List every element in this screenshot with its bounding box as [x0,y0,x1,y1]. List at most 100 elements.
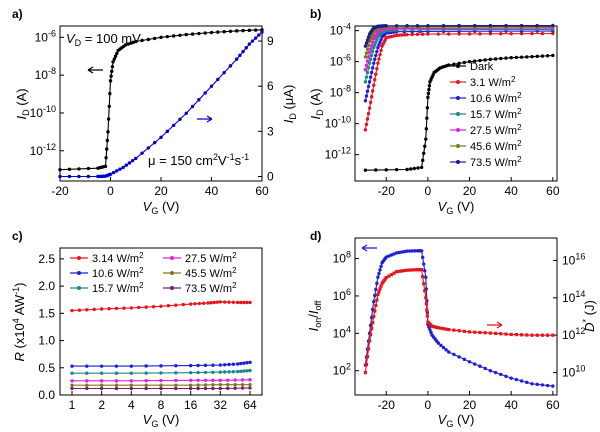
panel-c-series-5-point [233,386,237,390]
panel-d-series-onoff-point [384,255,388,259]
panel-c-series-2-point [239,369,243,374]
panel-c-series-2-point [203,370,208,375]
panel-c-series-0-point [188,302,193,306]
panel-d-series-onoff-point [410,249,414,253]
panel-b-series-2-point [369,70,374,75]
panel-a-xtick-label: 40 [205,184,219,198]
panel-b-legend-marker [456,96,460,100]
panel-c-series-4-point [240,382,245,387]
panel-c-series-0-point [114,306,119,311]
panel-c-series-4-point [129,383,134,387]
panel-d-series-detectivity-point [473,330,477,334]
panel-b-series-1-point [447,32,451,36]
panel-c-series-4-group [70,382,252,387]
panel-c-series-3-point [233,378,237,382]
panel-d-series-onoff-point [436,341,440,345]
panel-d-series-detectivity-point [478,330,482,335]
panel-a-series-linear-point [171,123,176,128]
panel-b-series-1-point [389,34,394,39]
panel-d-series-onoff-point [439,343,443,348]
panel-b-ylabel: ID (A) [308,88,325,119]
panel-b-series-4-point [371,40,375,44]
panel-b-series-0-point [422,151,426,155]
panel-b-series-1-point [405,32,409,37]
panel-b-series-6-point [426,23,430,28]
panel-c-series-0-point [201,301,206,305]
panel-c-series-4-point [203,383,208,387]
panel-b-series-6-point [535,23,539,28]
panel-b-series-3-point [363,80,368,84]
panel-b-series-1-point [378,52,382,57]
panel-d-series-onoff-point [551,384,555,388]
panel-d-series-detectivity-point [392,271,396,275]
panel-b-series-1-point [509,31,513,36]
panel-d-series-detectivity-point [400,269,404,273]
panel-a-series-log-point [253,28,258,32]
panel-c-legend-marker [170,256,174,260]
panel-b-series-0-point [499,56,503,61]
panel-d-series-detectivity-point [436,326,440,330]
panel-a-series-log-point [105,138,110,143]
panel-b-series-2-point [378,40,382,44]
panel-b-series-3-point [375,37,379,42]
panel-a-series-linear-point [165,129,170,134]
panel-b-series-6-group [363,23,555,48]
panel-b-series-3-point [372,45,376,50]
panel-b-series-5-point [363,55,368,59]
panel-c-series-5-point [188,386,193,391]
panel-c-ytick-label: 2.0 [38,279,55,293]
panel-d-series-detectivity-point [439,326,443,330]
panel-c-series-5-point [218,386,223,391]
panel-b-xtick-label: -20 [378,184,396,198]
panel-c-series-5-point [114,386,119,391]
panel-a-series-linear-point [67,174,72,179]
panel-c-series-0-point [85,308,89,312]
panel-d-series-onoff-point [504,374,508,378]
panel-a-series-log-point [58,167,62,172]
panel-c-series-0-point [144,305,148,309]
panel-b-series-3-point [365,70,370,75]
panel-c-series-1-point [242,361,246,365]
panel-d-series-detectivity-point [374,303,378,308]
panel-b-ytick-label: 10-6 [330,53,351,69]
panel-c-series-0-point [209,301,213,305]
panel-b-series-1-point [551,31,555,36]
panel-b-xtick-label: 60 [546,184,560,198]
panel-c-series-0-point [242,300,246,305]
panel-a-series-log-point [106,117,111,121]
panel-d-series-onoff-group [363,249,555,388]
panel-b-series-1-point [376,61,380,65]
panel-a-xlabel: VG (V) [143,199,180,216]
panel-b-series-0-point [374,168,378,172]
panel-b-legend-marker [456,112,460,116]
panel-b-series-5-point [366,43,371,48]
panel-a-xtick-label: 0 [107,184,114,198]
panel-b-series-2-point [374,53,378,58]
panel-c-xtick-label: 2 [98,398,105,412]
panel-d-series-onoff-point [493,370,498,375]
panel-b-series-0-point [384,168,388,172]
panel-a-series-log-point [190,32,195,36]
panel-a-series-log-line [59,29,263,171]
panel-c-series-0-point [122,306,126,310]
panel-c-series-2-point [174,371,178,375]
panel-d-right-arrow [487,321,503,329]
panel-c-series-2-point [231,370,236,374]
panel-b-series-2-point [368,75,373,79]
panel-d-series-detectivity-point [425,308,429,312]
panel-c-series-0-point [107,307,111,311]
panel-c-series-2-point [114,371,119,375]
panel-a-ytick-left-label: 10-8 [35,66,56,82]
panel-d-left-arrow [361,244,377,252]
panel-a-series-linear-point [253,36,258,40]
panel-b-series-0-point [530,54,534,59]
panel-b-series-4-point [367,50,372,55]
panel-b-series-1-point [364,122,369,127]
panel-a-series-log-point [235,29,239,33]
panel-a-series-linear-point [111,170,116,175]
panel-a-series-log-point [110,69,114,74]
panel-b-series-0-point [483,58,487,62]
panel-d-series-detectivity-point [422,282,426,286]
panel-a-series-linear-point [241,49,245,54]
panel-d-series-detectivity-point [371,320,375,325]
